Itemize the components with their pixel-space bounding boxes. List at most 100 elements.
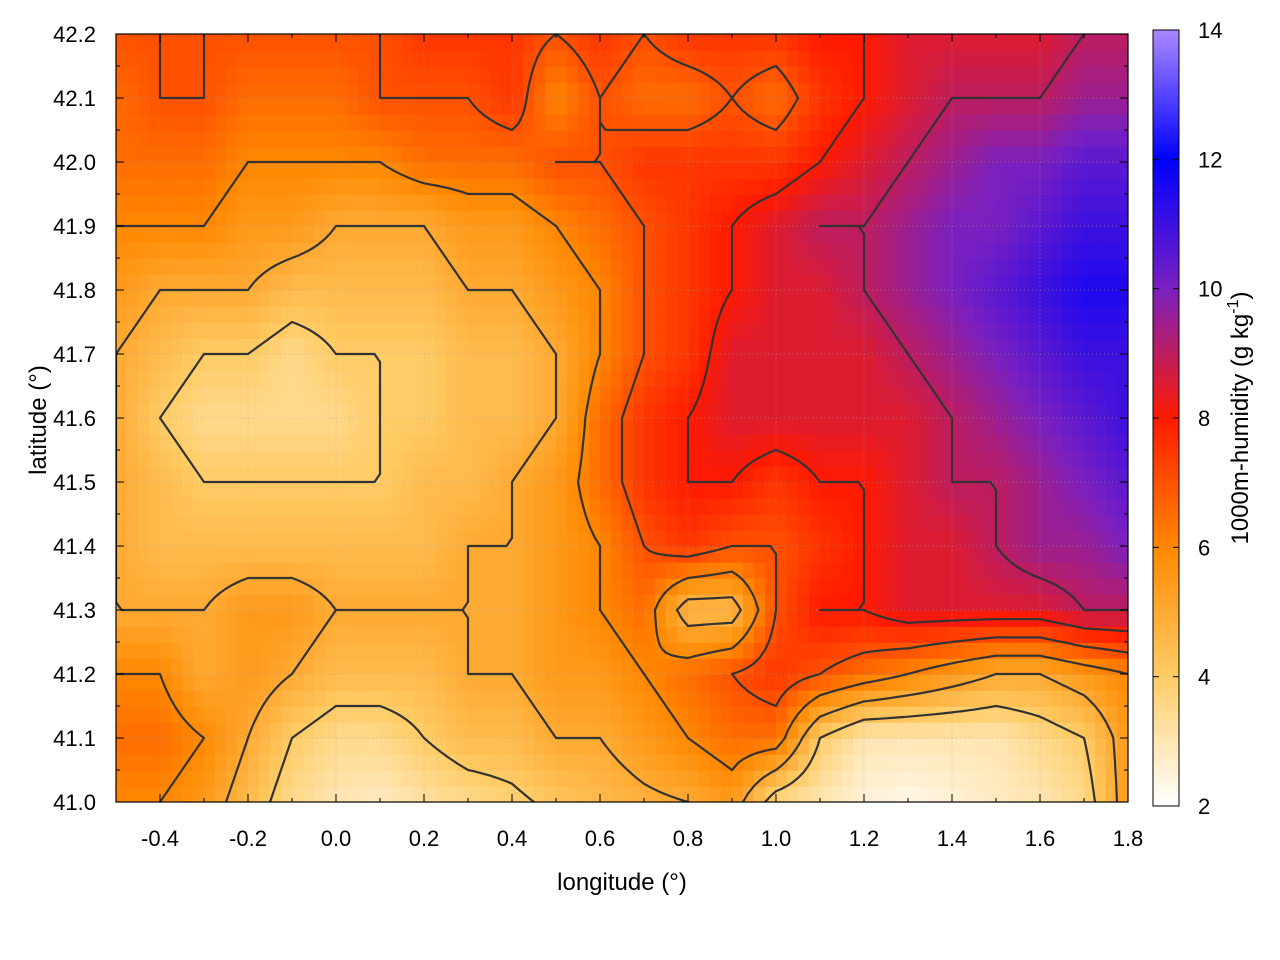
heatmap-cell — [952, 738, 964, 755]
heatmap-cell — [523, 34, 535, 51]
heatmap-cell — [534, 658, 546, 675]
heatmap-cell — [160, 658, 172, 675]
heatmap-cell — [732, 578, 744, 595]
heatmap-cell — [897, 674, 909, 691]
heatmap-cell — [831, 578, 843, 595]
heatmap-cell — [369, 130, 381, 147]
heatmap-cell — [413, 322, 425, 339]
heatmap-cell — [798, 194, 810, 211]
heatmap-cell — [875, 210, 887, 227]
heatmap-cell — [798, 98, 810, 115]
heatmap-cell — [1117, 690, 1128, 707]
heatmap-cell — [468, 578, 480, 595]
heatmap-cell — [952, 546, 964, 563]
heatmap-cell — [512, 402, 524, 419]
heatmap-cell — [215, 562, 227, 579]
heatmap-cell — [952, 690, 964, 707]
heatmap-cell — [732, 34, 744, 51]
heatmap-cell — [545, 194, 557, 211]
heatmap-cell — [600, 434, 612, 451]
heatmap-cell — [1051, 386, 1063, 403]
heatmap-cell — [281, 370, 293, 387]
heatmap-cell — [677, 770, 689, 787]
heatmap-cell — [303, 66, 315, 83]
heatmap-cell — [589, 258, 601, 275]
heatmap-cell — [292, 162, 304, 179]
heatmap-cell — [556, 82, 568, 99]
heatmap-cell — [963, 610, 975, 627]
heatmap-cell — [204, 610, 216, 627]
heatmap-cell — [864, 274, 876, 291]
heatmap-cell — [897, 482, 909, 499]
heatmap-cell — [644, 706, 656, 723]
heatmap-cell — [710, 722, 722, 739]
heatmap-cell — [336, 418, 348, 435]
heatmap-cell — [809, 754, 821, 771]
heatmap-cell — [1106, 98, 1118, 115]
heatmap-cell — [1117, 226, 1128, 243]
heatmap-cell — [457, 162, 469, 179]
heatmap-cell — [391, 82, 403, 99]
heatmap-cell — [270, 386, 282, 403]
heatmap-cell — [776, 226, 788, 243]
heatmap-cell — [248, 194, 260, 211]
heatmap-cell — [556, 50, 568, 67]
heatmap-cell — [358, 450, 370, 467]
heatmap-cell — [446, 706, 458, 723]
heatmap-cell — [688, 562, 700, 579]
heatmap-cell — [831, 322, 843, 339]
heatmap-cell — [479, 226, 491, 243]
heatmap-cell — [1073, 770, 1085, 787]
heatmap-cell — [732, 258, 744, 275]
heatmap-cell — [545, 626, 557, 643]
heatmap-cell — [523, 98, 535, 115]
heatmap-cell — [347, 130, 359, 147]
heatmap-cell — [347, 322, 359, 339]
heatmap-cell — [886, 786, 898, 802]
heatmap-cell — [380, 258, 392, 275]
heatmap-cell — [963, 738, 975, 755]
heatmap-cell — [985, 178, 997, 195]
heatmap-cell — [336, 402, 348, 419]
heatmap-cell — [776, 306, 788, 323]
heatmap-cell — [1040, 530, 1052, 547]
heatmap-cell — [457, 674, 469, 691]
heatmap-cell — [765, 162, 777, 179]
heatmap-cell — [512, 178, 524, 195]
heatmap-cell — [116, 546, 128, 563]
heatmap-cell — [765, 130, 777, 147]
heatmap-cell — [875, 594, 887, 611]
heatmap-cell — [336, 562, 348, 579]
heatmap-cell — [633, 338, 645, 355]
heatmap-cell — [831, 610, 843, 627]
heatmap-cell — [226, 130, 238, 147]
heatmap-cell — [842, 146, 854, 163]
heatmap-cell — [1117, 498, 1128, 515]
heatmap-cell — [193, 722, 205, 739]
heatmap-cell — [633, 98, 645, 115]
heatmap-cell — [754, 290, 766, 307]
heatmap-cell — [974, 674, 986, 691]
heatmap-cell — [666, 258, 678, 275]
heatmap-cell — [1051, 594, 1063, 611]
heatmap-cell — [523, 130, 535, 147]
heatmap-cell — [402, 530, 414, 547]
heatmap-cell — [589, 658, 601, 675]
heatmap-cell — [589, 514, 601, 531]
heatmap-cell — [358, 610, 370, 627]
heatmap-cell — [138, 82, 150, 99]
heatmap-cell — [160, 50, 172, 67]
heatmap-cell — [369, 594, 381, 611]
heatmap-cell — [358, 706, 370, 723]
heatmap-cell — [545, 546, 557, 563]
heatmap-cell — [743, 450, 755, 467]
heatmap-cell — [655, 738, 667, 755]
heatmap-cell — [886, 146, 898, 163]
heatmap-cell — [336, 258, 348, 275]
heatmap-cell — [996, 658, 1008, 675]
heatmap-cell — [358, 770, 370, 787]
heatmap-cell — [270, 322, 282, 339]
heatmap-cell — [347, 546, 359, 563]
heatmap-cell — [380, 418, 392, 435]
